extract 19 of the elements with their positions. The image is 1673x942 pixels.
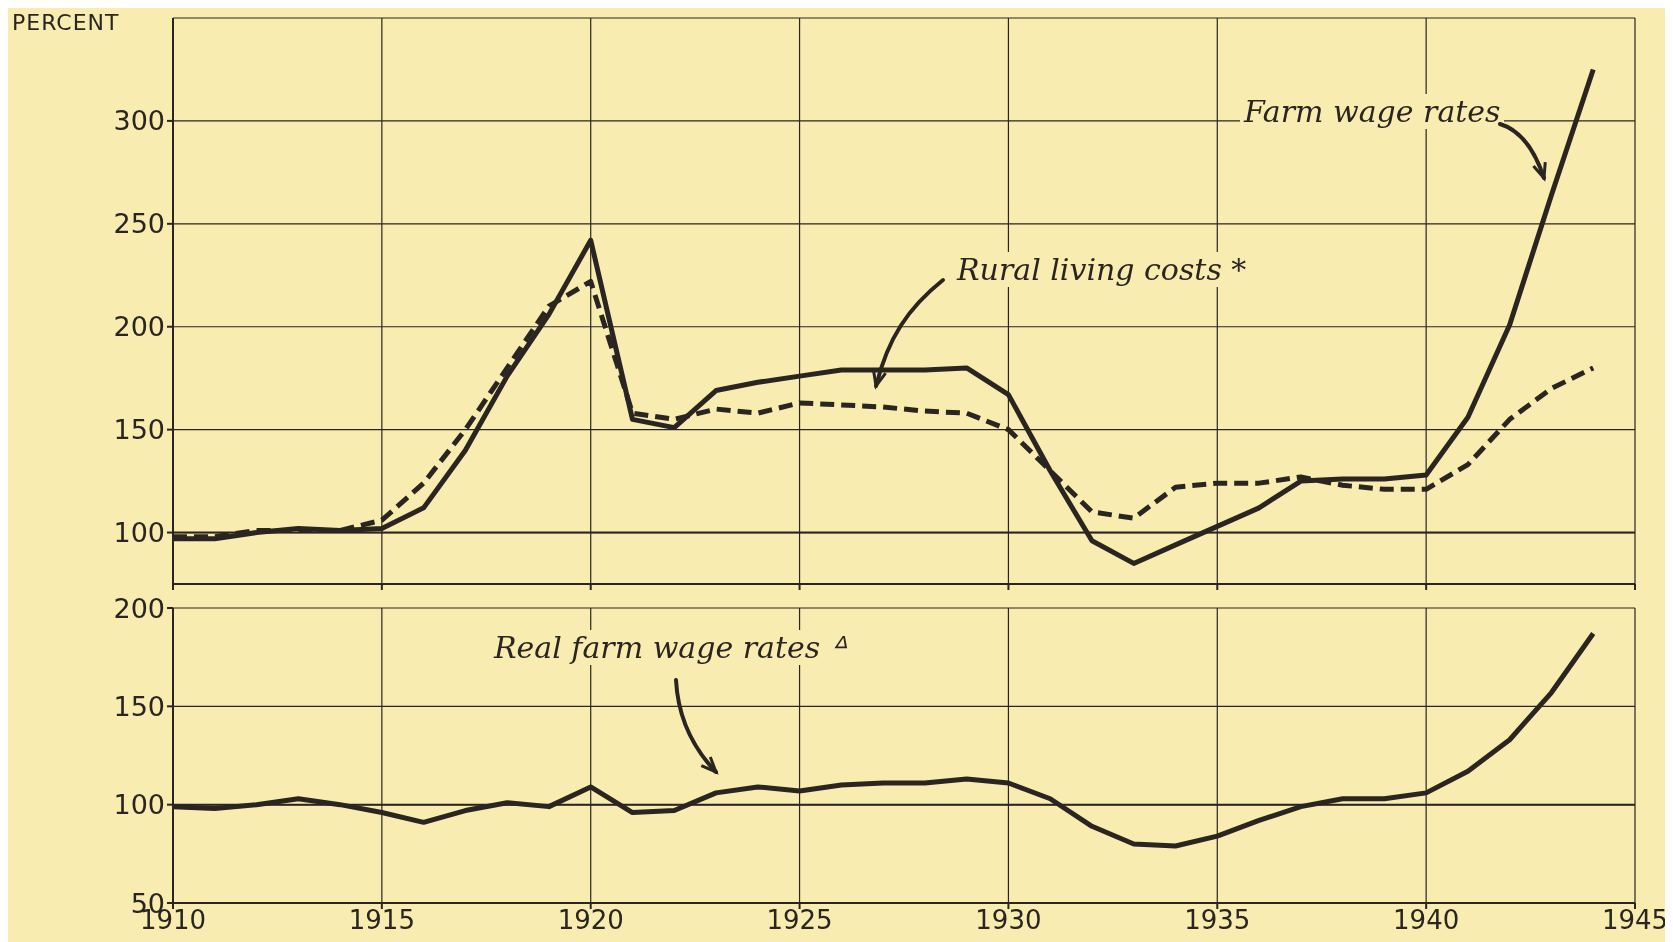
y-tick-label: 300 [113,105,165,137]
y-tick-label: 150 [113,414,165,446]
y-tick-label: 200 [113,311,165,343]
text: Real farm wage rates ᐞ [490,630,850,665]
text: Rural living costs * [953,252,1251,287]
y-tick-label: 100 [113,517,165,549]
y-tick-label: 150 [113,690,165,722]
x-tick-label: 1940 [1393,905,1460,936]
y-tick-label: 200 [113,592,165,624]
x-tick-label: 1920 [557,905,624,936]
text: Farm wage rates [1240,94,1505,129]
y-tick-label: 250 [113,208,165,240]
x-tick-label: 1915 [348,905,415,936]
x-tick-label: 1935 [1184,905,1251,936]
x-tick-label: 1945 [1601,905,1669,936]
y-tick-label: 100 [113,789,165,821]
x-tick-label: 1930 [975,905,1042,936]
x-tick-label: 1925 [766,905,833,936]
y-axis-title: PERCENT [12,10,120,35]
